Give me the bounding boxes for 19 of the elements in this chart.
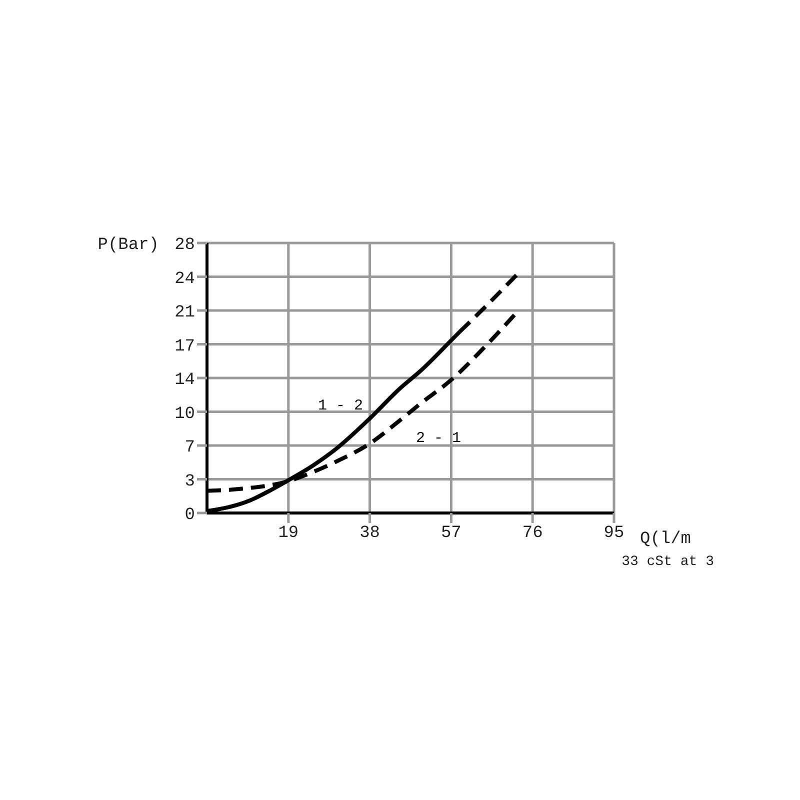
y-tick-label: 7 bbox=[184, 438, 195, 458]
y-axis-title: P(Bar) bbox=[98, 236, 159, 255]
series-label: 1 - 2 bbox=[318, 397, 364, 414]
x-axis-title: Q(l/m bbox=[640, 530, 692, 549]
y-tick-label: 28 bbox=[174, 236, 195, 256]
x-tick-label: 76 bbox=[522, 524, 543, 544]
y-tick-label: 24 bbox=[174, 270, 195, 289]
y-tick-label: 14 bbox=[174, 371, 195, 390]
x-tick-label: 95 bbox=[604, 524, 624, 544]
text: 33 cSt at 3 bbox=[622, 554, 714, 570]
y-tick-label: 10 bbox=[174, 404, 195, 424]
x-tick-label: 19 bbox=[278, 524, 299, 544]
series-label: 2 - 1 bbox=[416, 430, 462, 447]
x-tick-label: 57 bbox=[440, 524, 462, 544]
y-tick-label: 3 bbox=[184, 472, 195, 492]
y-tick-label: 0 bbox=[184, 506, 195, 526]
y-tick-label: 21 bbox=[174, 304, 195, 323]
x-tick-label: 38 bbox=[360, 524, 380, 544]
y-tick-label: 17 bbox=[174, 337, 195, 356]
